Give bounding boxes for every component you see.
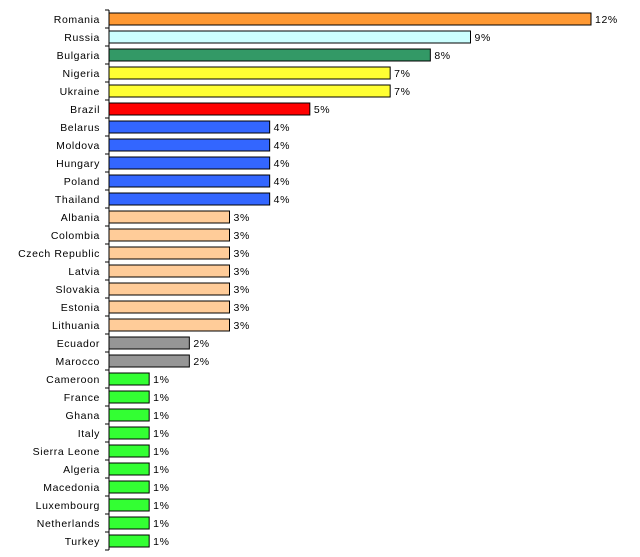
bar-macedonia [108,480,150,494]
value-label: 9% [475,32,491,44]
category-label: Colombia [51,230,100,242]
category-label: Belarus [60,122,100,134]
category-axis [105,9,110,551]
value-label: 4% [274,176,290,188]
category-label: Estonia [61,302,100,314]
bar-luxembourg [108,498,150,512]
bar-hungary [108,156,271,170]
value-label: 1% [153,392,169,404]
bar-thailand [108,192,271,206]
bar-russia [108,30,471,44]
value-label: 7% [394,86,410,98]
value-label: 1% [153,428,169,440]
category-label: Poland [64,176,100,188]
value-label: 1% [153,374,169,386]
category-label: Ecuador [57,338,100,350]
value-label: 2% [193,338,209,350]
value-label: 1% [153,410,169,422]
value-label: 1% [153,464,169,476]
bar-moldova [108,138,271,152]
value-label: 3% [234,266,250,278]
bar-netherlands [108,516,150,530]
bar-lithuania [108,318,230,332]
category-label: Turkey [65,536,100,548]
value-label: 2% [193,356,209,368]
category-label: Moldova [56,140,100,152]
category-label: Bulgaria [57,50,100,62]
category-label: Czech Republic [18,248,100,260]
category-label: France [64,392,100,404]
category-label: Italy [78,428,100,440]
value-label: 1% [153,500,169,512]
category-label: Slovakia [56,284,101,296]
bar-slovakia [108,282,230,296]
bar-ecuador [108,336,190,350]
category-label: Hungary [56,158,100,170]
category-label: Romania [54,14,100,26]
value-label: 1% [153,518,169,530]
bars-group [108,12,592,548]
category-label: Nigeria [63,68,100,80]
value-label: 3% [234,284,250,296]
bar-brazil [108,102,311,116]
category-label: Sierra Leone [33,446,100,458]
bar-bulgaria [108,48,431,62]
category-label: Albania [61,212,100,224]
bar-turkey [108,534,150,548]
value-label: 3% [234,302,250,314]
value-label: 4% [274,194,290,206]
value-label: 4% [274,158,290,170]
value-label: 5% [314,104,330,116]
bar-algeria [108,462,150,476]
value-labels: 12% 9% 8% 7% 7% 5% 4% 4% 4% 4% 4% 3% 3% 3% 3% 3% 3% 3% 2% 2… [153,14,618,548]
bar-cameroon [108,372,150,386]
value-label: 3% [234,230,250,242]
value-label: 1% [153,482,169,494]
bar-marocco [108,354,190,368]
category-label: Marocco [56,356,100,368]
category-label: Cameroon [46,374,100,386]
value-label: 12% [595,14,618,26]
bar-latvia [108,264,230,278]
bar-albania [108,210,230,224]
bar-france [108,390,150,404]
bar-czech-republic [108,246,230,260]
value-label: 1% [153,446,169,458]
bar-colombia [108,228,230,242]
value-label: 3% [234,320,250,332]
bar-nigeria [108,66,391,80]
value-label: 4% [274,122,290,134]
value-label: 4% [274,140,290,152]
value-label: 7% [394,68,410,80]
category-label: Lithuania [52,320,100,332]
category-label: Brazil [70,104,100,116]
bar-ghana [108,408,150,422]
bar-belarus [108,120,271,134]
value-label: 3% [234,248,250,260]
category-label: Netherlands [37,518,100,530]
category-label: Macedonia [43,482,100,494]
bar-romania [108,12,592,26]
category-label: Luxembourg [36,500,100,512]
category-label: Algeria [63,464,100,476]
category-label: Latvia [68,266,100,278]
category-label: Russia [64,32,100,44]
bar-italy [108,426,150,440]
category-label: Thailand [55,194,100,206]
bar-sierra-leone [108,444,150,458]
bar-estonia [108,300,230,314]
value-label: 1% [153,536,169,548]
value-label: 3% [234,212,250,224]
bar-poland [108,174,271,188]
value-label: 8% [434,50,450,62]
category-label: Ghana [65,410,100,422]
bar-ukraine [108,84,391,98]
category-labels: Romania Russia Bulgaria Nigeria Ukraine Brazi… [18,14,101,548]
category-label: Ukraine [60,86,100,98]
